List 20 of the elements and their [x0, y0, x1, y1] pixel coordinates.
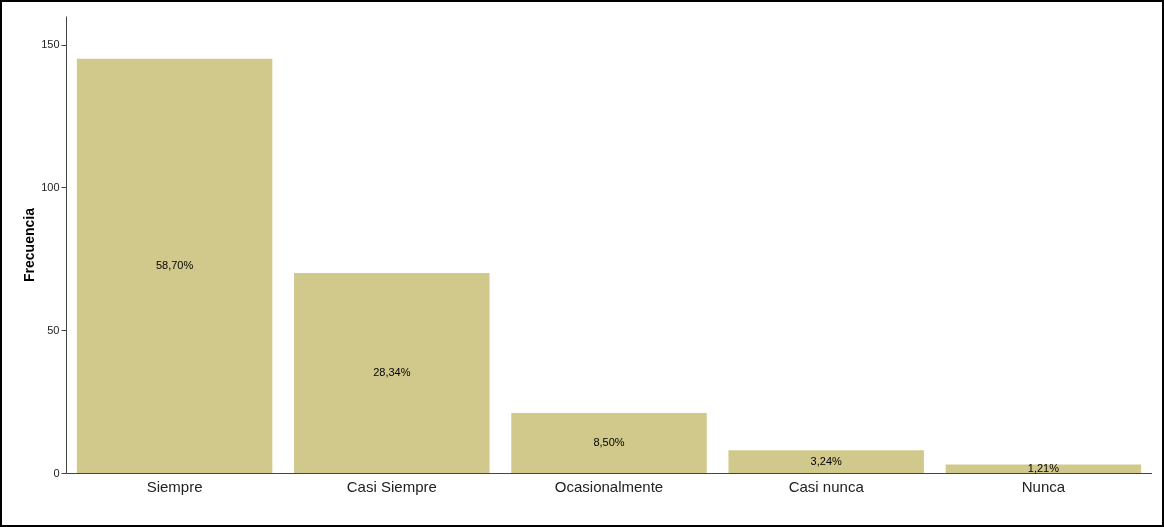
x-tick-label: Ocasionalmente: [554, 477, 664, 495]
x-tick-label: Casi nunca: [788, 477, 865, 495]
y-tick-label: 150: [41, 38, 60, 51]
y-tick-label: 50: [47, 323, 60, 336]
y-axis-title: Frecuencia: [21, 207, 38, 282]
bar: [511, 413, 707, 473]
bar: [728, 450, 924, 473]
bar: [76, 58, 273, 473]
x-tick-label: Siempre: [146, 477, 203, 495]
y-tick-label: 0: [53, 466, 60, 479]
annotation: 28,34%: [373, 366, 411, 379]
annotation: 3,24%: [810, 454, 843, 467]
bar: [294, 273, 490, 473]
x-tick-label: Nunca: [1021, 477, 1066, 495]
bar: [945, 464, 1142, 473]
y-tick-label: 100: [41, 180, 60, 193]
x-tick-label: Casi Siempre: [346, 477, 437, 495]
annotation: 1,21%: [1027, 461, 1060, 474]
annotation: 8,50%: [593, 436, 625, 449]
annotation: 58,70%: [155, 258, 194, 271]
